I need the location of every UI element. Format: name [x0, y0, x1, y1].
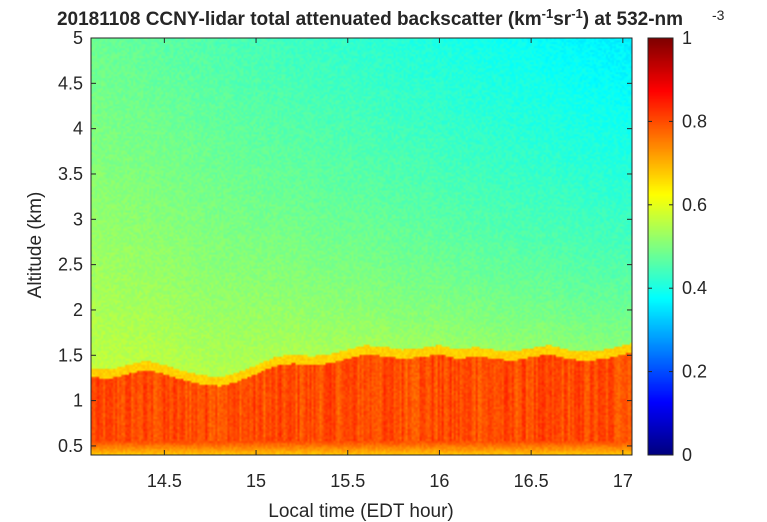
colorbar-tick-label: 0 [682, 445, 692, 465]
y-tick-label: 1 [73, 391, 83, 411]
y-ticks: 0.5 1 1.5 2 2.5 3 3.5 4 4.5 5 [58, 28, 632, 456]
x-axis-label: Local time (EDT hour) [268, 501, 454, 522]
x-tick-label: 16 [429, 471, 449, 491]
y-tick-label: 0.5 [58, 436, 83, 456]
colorbar-tick-label: 0.4 [682, 278, 707, 298]
x-tick-label: 15 [246, 471, 266, 491]
colorbar-frame [647, 37, 674, 456]
plot-area [90, 37, 633, 456]
title-part: -1 [571, 6, 583, 21]
colorbar-tick-label: 1 [682, 28, 692, 48]
x-tick-label: 17 [613, 471, 633, 491]
y-axis-label: Altitude (km) [25, 192, 46, 299]
x-ticks: 14.5 15 15.5 16 16.5 17 [147, 38, 633, 491]
colorbar-exponent: -3 [712, 7, 725, 23]
chart-title: 20181108 CCNY-lidar total attenuated bac… [57, 6, 683, 31]
colorbar-tick-label: 0.8 [682, 111, 707, 131]
y-tick-label: 2 [73, 300, 83, 320]
title-part: sr [553, 9, 572, 30]
title-part: 20181108 CCNY-lidar total attenuated bac… [57, 9, 542, 30]
colorbar-tick-label: 0.2 [682, 362, 707, 382]
y-tick-label: 4 [73, 119, 83, 139]
title-part: -1 [542, 6, 554, 21]
y-tick-label: 3 [73, 209, 83, 229]
colorbar-tick-label: 0.6 [682, 195, 707, 215]
x-tick-label: 16.5 [514, 471, 549, 491]
y-tick-label: 4.5 [58, 73, 83, 93]
y-tick-label: 3.5 [58, 164, 83, 184]
title-part: ) at 532-nm [583, 9, 683, 30]
colorbar-gradient [648, 38, 673, 455]
backscatter-heatmap [91, 38, 632, 455]
x-tick-label: 15.5 [330, 471, 365, 491]
x-tick-label: 14.5 [147, 471, 182, 491]
colorbar: 0 0.2 0.4 0.6 0.8 1 [647, 28, 707, 465]
y-tick-label: 2.5 [58, 255, 83, 275]
plot-frame [90, 37, 633, 456]
y-tick-label: 1.5 [58, 345, 83, 365]
y-tick-label: 5 [73, 28, 83, 48]
colorbar-ticks: 0 0.2 0.4 0.6 0.8 1 [648, 28, 707, 465]
